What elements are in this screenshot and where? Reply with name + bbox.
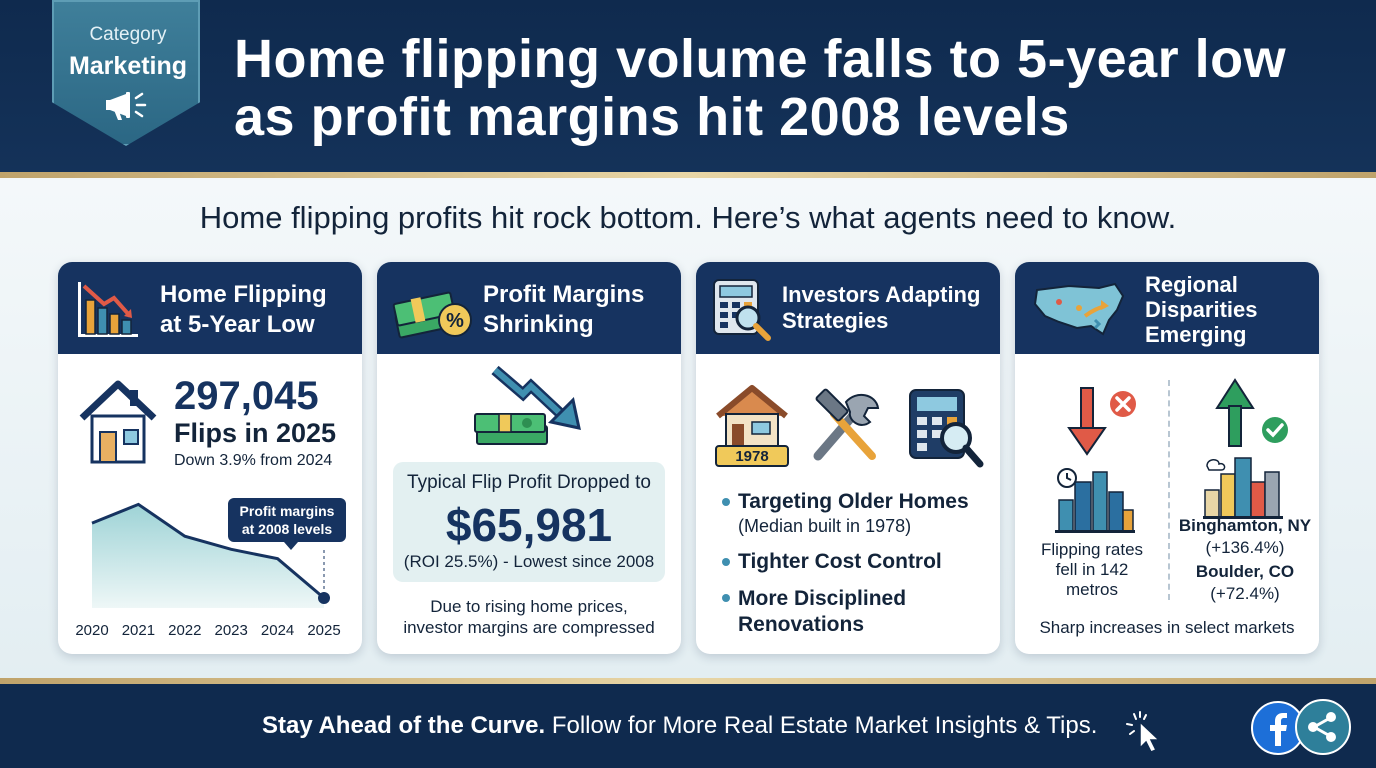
chart-callout: Profit margins at 2008 levels	[228, 498, 346, 542]
profit-box-label: Typical Flip Profit Dropped to	[407, 472, 651, 493]
title-line-2: as profit margins hit 2008 levels	[234, 87, 1070, 147]
city-skyline-icon	[1203, 457, 1283, 519]
x-tick-label: 2020	[75, 622, 109, 639]
bullet-older-homes: Targeting Older Homes	[738, 490, 969, 513]
footer	[0, 684, 1376, 768]
down-arrow-x-icon	[1067, 387, 1136, 456]
x-tick-label: 2025	[307, 622, 341, 639]
card-title: Home Flipping at 5-Year Low	[160, 280, 327, 340]
footer-cta-text: Follow for More Real Estate Market Insig…	[545, 712, 1098, 739]
card-title-line-3: Emerging	[1145, 322, 1247, 347]
badge-category-label: Category	[89, 24, 167, 45]
bullet-cost-control: Tighter Cost Control	[738, 550, 942, 573]
footnote-line-2: investor margins are compressed	[403, 618, 655, 637]
regional-footnote: Sharp increases in select markets	[1039, 618, 1295, 637]
up-arrow-check-icon	[1215, 378, 1288, 447]
header	[0, 0, 1376, 172]
card-title: Regional Disparities Emerging	[1145, 272, 1258, 347]
card-title: Investors Adapting Strategies	[782, 282, 980, 334]
declining-bar-chart-icon	[78, 282, 138, 337]
card-regional-disparities: Regional Disparities Emerging Flipping r…	[1015, 262, 1319, 654]
city-1-name: Binghamton, NY	[1178, 516, 1312, 535]
card-investors-adapting: Investors Adapting Strategies 1978 Targe…	[696, 262, 1000, 654]
x-tick-label: 2023	[214, 622, 248, 639]
city-2-change: (+72.4%)	[1210, 584, 1280, 603]
profit-value: $65,981	[445, 499, 613, 551]
callout-pointer	[284, 542, 298, 550]
page-title: Home flipping volume falls to 5-year low…	[234, 30, 1354, 146]
subtitle: Home flipping profits hit rock bottom. H…	[199, 200, 1177, 235]
x-tick-label: 2022	[168, 622, 202, 639]
downtrend-arrow-icon	[491, 365, 581, 430]
tools-icon	[813, 388, 880, 461]
card-title-line-2: Strategies	[782, 308, 889, 333]
bullet-renovations: More Disciplined Renovations	[738, 586, 906, 638]
badge-marketing-label: Marketing	[68, 52, 188, 80]
footer-cta[interactable]: Stay Ahead of the Curve. Follow for More…	[262, 712, 1097, 740]
card-header: Home Flipping at 5-Year Low	[58, 262, 362, 354]
trend-area-chart	[91, 502, 330, 608]
city-2-name: Boulder, CO	[1195, 562, 1295, 581]
flips-label: Flips in 2025	[174, 418, 337, 448]
bullet-older-homes-sub: (Median built in 1978)	[738, 516, 912, 536]
card-title-line-1: Investors Adapting	[782, 282, 981, 307]
card-title-line-1: Home Flipping	[160, 281, 327, 308]
profit-footnote: Due to rising home prices, investor marg…	[377, 596, 681, 638]
footer-cta-bold: Stay Ahead of the Curve.	[262, 712, 546, 739]
metros-fell-text: Flipping rates fell in 142 metros	[1027, 540, 1157, 600]
card-title-line-2: at 5-Year Low	[160, 311, 315, 338]
metros-line-2: fell in 142	[1055, 560, 1129, 579]
callout-line-1: Profit margins	[239, 503, 335, 519]
card-title-line-1: Profit Margins	[483, 281, 645, 308]
house-year-label: 1978	[735, 448, 769, 465]
footnote-line-1: Due to rising home prices,	[430, 597, 628, 616]
profit-box	[393, 462, 665, 582]
gold-divider-top	[0, 172, 1376, 178]
chart-area-fill	[92, 504, 324, 608]
card-header: % Profit Margins Shrinking	[377, 262, 681, 354]
x-tick-label: 2021	[121, 622, 156, 639]
bullet-renovations-line-2: Renovations	[738, 613, 865, 636]
city-1-change: (+136.4%)	[1205, 538, 1285, 557]
calculator-icon	[909, 389, 984, 468]
card-title: Profit Margins Shrinking	[483, 280, 644, 340]
card-title-line-1: Regional	[1145, 272, 1238, 297]
bullet-renovations-line-1: More Disciplined	[738, 587, 907, 610]
svg-text:%: %	[446, 310, 464, 332]
bullet-dot	[722, 594, 730, 602]
flips-change: Down 3.9% from 2024	[174, 452, 333, 469]
gold-divider-bottom	[0, 678, 1376, 684]
money-stack-icon	[474, 413, 548, 445]
card-home-flipping: Home Flipping at 5-Year Low 297,045 Flip…	[58, 262, 362, 654]
house-1978-icon	[715, 385, 789, 467]
x-tick-label: 2024	[260, 622, 295, 639]
bullet-dot	[722, 498, 730, 506]
card-header: Regional Disparities Emerging	[1015, 262, 1319, 354]
column-divider	[1168, 380, 1170, 600]
chart-end-point	[318, 592, 330, 604]
cursor-click-icon	[1126, 711, 1161, 753]
money-stack-percent-icon: %	[392, 291, 472, 339]
us-map-icon	[1033, 282, 1125, 336]
share-icon[interactable]	[1294, 698, 1352, 756]
house-icon	[79, 380, 157, 464]
chart-series-line	[91, 502, 325, 600]
city-skyline-icon	[1055, 468, 1135, 533]
card-title-line-2: Disparities	[1145, 297, 1258, 322]
calculator-magnifier-icon	[713, 279, 771, 341]
metros-line-1: Flipping rates	[1040, 540, 1144, 559]
callout-line-2: at 2008 levels	[241, 521, 333, 537]
card-header: Investors Adapting Strategies	[696, 262, 1000, 354]
profit-box-note: (ROI 25.5%) - Lowest since 2008	[403, 552, 655, 571]
bullet-dot	[722, 558, 730, 566]
megaphone-icon	[106, 92, 147, 120]
card-profit-margins: % Profit Margins Shrinking Typical Flip …	[377, 262, 681, 654]
metros-line-3: metros	[1066, 580, 1118, 599]
title-line-1: Home flipping volume falls to 5-year low	[234, 29, 1287, 89]
flips-count: 297,045	[174, 374, 319, 418]
card-title-line-2: Shrinking	[483, 311, 594, 338]
